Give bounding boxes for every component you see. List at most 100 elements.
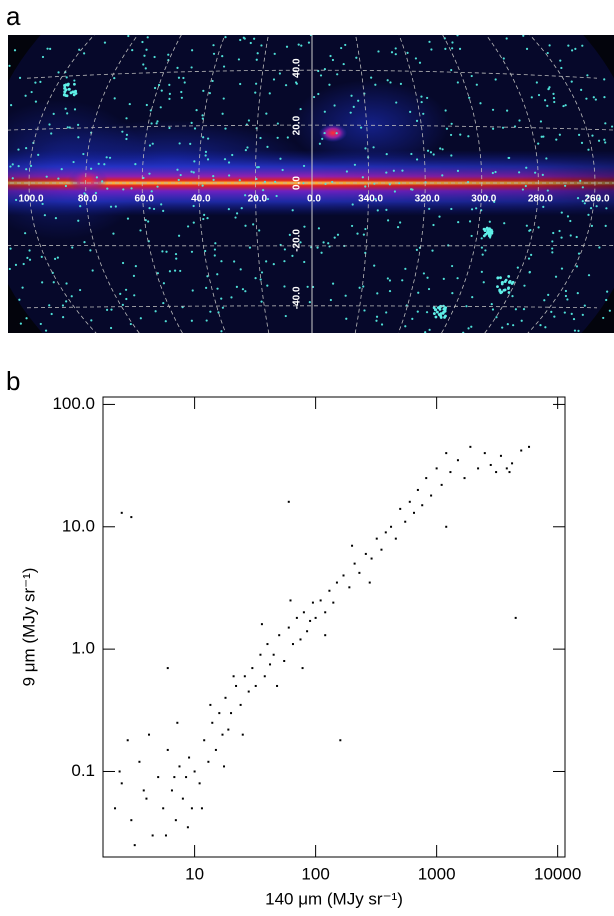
source-dot xyxy=(401,279,404,282)
source-dot xyxy=(68,87,71,91)
source-dot xyxy=(74,92,78,95)
source-dot xyxy=(95,176,98,179)
source-dot xyxy=(252,223,255,226)
source-dot xyxy=(150,122,153,125)
source-dot xyxy=(272,262,275,266)
source-dot xyxy=(291,254,294,257)
latitude-label: -20.0 xyxy=(292,229,303,252)
source-dot xyxy=(259,278,262,281)
source-dot xyxy=(344,43,347,47)
source-dot xyxy=(547,87,550,90)
source-dot xyxy=(525,47,529,50)
source-dot xyxy=(404,267,407,270)
source-dot xyxy=(575,235,578,239)
source-dot xyxy=(587,213,590,216)
source-dot xyxy=(309,35,313,37)
source-dot xyxy=(254,91,257,94)
source-dot xyxy=(328,83,331,86)
source-dot xyxy=(8,267,11,271)
source-dot xyxy=(235,212,239,215)
source-dot xyxy=(300,44,303,47)
source-dot xyxy=(139,229,142,232)
point xyxy=(324,634,327,637)
source-dot xyxy=(114,205,117,208)
source-dot xyxy=(11,163,14,166)
source-dot xyxy=(409,110,412,113)
point xyxy=(214,748,217,751)
source-dot xyxy=(394,53,397,56)
source-dot xyxy=(244,149,247,152)
source-dot xyxy=(603,78,606,81)
point xyxy=(130,819,133,822)
source-dot xyxy=(386,277,389,280)
source-dot xyxy=(209,310,212,313)
source-dot xyxy=(559,59,562,62)
source-dot xyxy=(376,209,379,212)
source-dot xyxy=(494,170,497,174)
source-dot xyxy=(539,324,542,327)
source-dot xyxy=(142,63,145,66)
source-dot xyxy=(193,127,197,130)
source-dot xyxy=(467,135,470,138)
source-dot xyxy=(468,220,472,223)
point xyxy=(495,471,498,474)
latitude-label: 20.0 xyxy=(292,115,303,135)
sources xyxy=(8,35,614,333)
source-dot xyxy=(449,133,453,137)
point xyxy=(164,834,167,837)
point xyxy=(380,548,383,551)
point xyxy=(142,789,145,792)
source-dot xyxy=(507,274,511,278)
y-axis-label: 9 μm (MJy sr⁻¹) xyxy=(19,568,38,687)
point xyxy=(412,511,415,514)
point xyxy=(353,562,356,565)
point xyxy=(120,511,123,514)
source-dot xyxy=(487,233,491,236)
source-dot xyxy=(274,180,277,183)
point xyxy=(230,712,233,715)
point xyxy=(118,770,121,773)
source-dot xyxy=(214,242,217,245)
source-dot xyxy=(564,184,567,187)
point xyxy=(276,684,279,687)
source-dot xyxy=(283,285,286,288)
source-dot xyxy=(66,112,69,115)
source-dot xyxy=(520,319,523,322)
source-dot xyxy=(411,317,414,320)
point xyxy=(311,601,314,604)
source-dot xyxy=(491,308,495,311)
point xyxy=(342,574,345,577)
source-dot xyxy=(130,187,133,190)
source-dot xyxy=(539,120,543,123)
source-dot xyxy=(569,234,572,237)
source-dot xyxy=(131,49,134,52)
source-dot xyxy=(537,142,540,145)
parallel xyxy=(26,305,598,309)
source-dot xyxy=(451,41,454,44)
source-dot xyxy=(491,171,494,175)
source-dot xyxy=(77,123,80,126)
source-dot xyxy=(302,164,306,168)
source-dot xyxy=(272,78,276,81)
longitude-label: 280.0 xyxy=(528,194,553,205)
source-dot xyxy=(420,100,423,104)
source-dot xyxy=(201,114,204,117)
source-dot xyxy=(406,51,409,54)
source-dot xyxy=(145,103,148,107)
source-dot xyxy=(132,274,136,278)
source-dot xyxy=(456,169,460,172)
source-dot xyxy=(52,281,55,284)
source-dot xyxy=(212,175,215,178)
source-dot xyxy=(66,126,69,129)
source-dot xyxy=(424,331,427,333)
point xyxy=(306,630,309,633)
source-dot xyxy=(566,215,570,218)
source-dot xyxy=(178,142,181,145)
source-dot xyxy=(456,81,459,84)
source-dot xyxy=(553,315,556,318)
source-dot xyxy=(288,233,291,236)
source-dot xyxy=(345,317,348,320)
point xyxy=(368,581,371,584)
point xyxy=(445,452,448,455)
source-dot xyxy=(113,97,116,100)
